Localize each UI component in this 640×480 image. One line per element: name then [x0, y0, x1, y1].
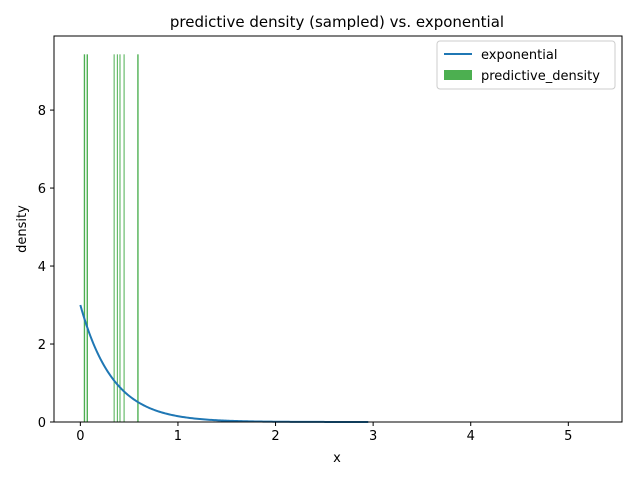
x-tick-label: 4	[467, 429, 475, 444]
y-axis-label: density	[15, 205, 30, 253]
x-tick-label: 3	[369, 429, 377, 444]
chart-title: predictive density (sampled) vs. exponen…	[170, 13, 504, 31]
x-tick-label: 5	[564, 429, 572, 444]
bar-3	[116, 54, 118, 422]
x-tick-label: 0	[76, 429, 84, 444]
x-tick-label: 1	[174, 429, 182, 444]
y-tick-label: 8	[38, 104, 46, 119]
y-tick-label: 0	[38, 416, 46, 431]
y-tick-label: 4	[38, 260, 46, 275]
legend: exponential predictive_density	[436, 40, 616, 90]
legend-box	[436, 40, 616, 90]
bar-4	[119, 54, 121, 422]
y-tick-label: 6	[38, 182, 46, 197]
bar-1	[86, 54, 88, 422]
y-tick-label: 2	[38, 338, 46, 353]
x-tick-label: 2	[271, 429, 279, 444]
legend-label-exponential: exponential	[481, 48, 557, 63]
axes-frame	[53, 35, 623, 423]
x-ticks: 0 1 2 3 4 5	[76, 422, 572, 444]
bar-2	[113, 54, 115, 422]
bar-0	[83, 54, 86, 422]
x-axis-label: x	[333, 451, 341, 466]
bar-5	[123, 54, 125, 422]
bars-layer	[83, 54, 139, 422]
bar-6	[137, 54, 139, 422]
y-ticks: 0 2 4 6 8	[38, 104, 54, 431]
legend-bar-swatch	[444, 70, 472, 80]
legend-label-predictive-density: predictive_density	[481, 69, 600, 84]
